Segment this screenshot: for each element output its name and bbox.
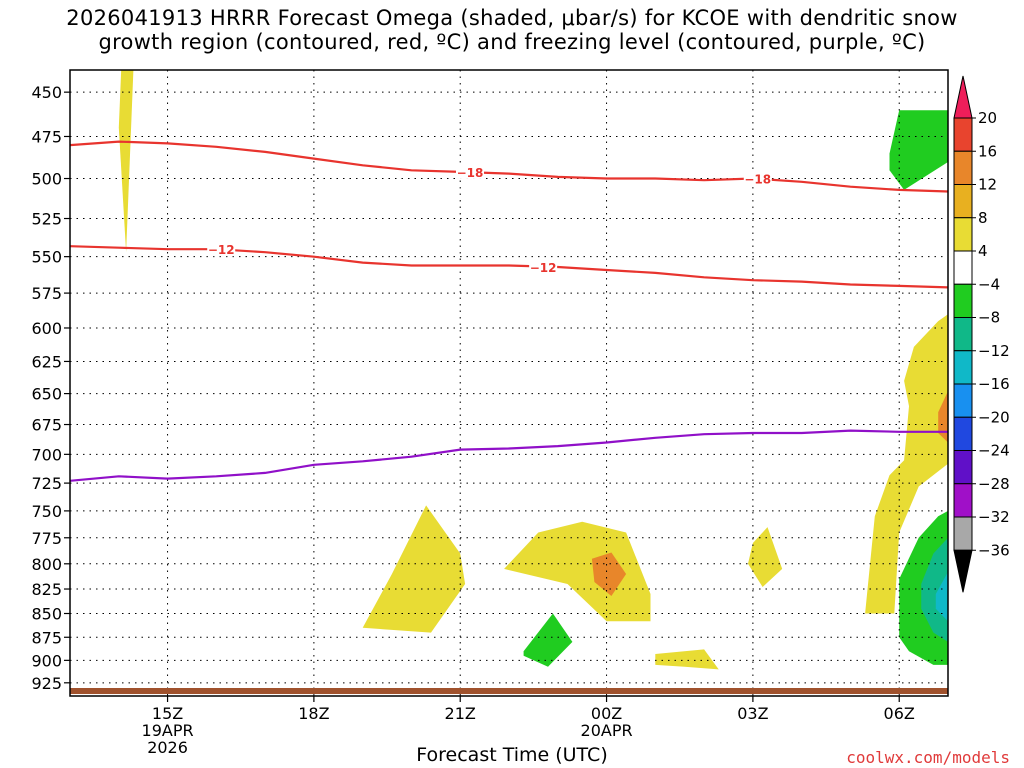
credit-link[interactable]: coolwx.com/models <box>846 748 1010 767</box>
x-axis-label: Forecast Time (UTC) <box>416 744 608 766</box>
colorbar-label: 16 <box>978 142 997 160</box>
colorbar-segment <box>953 184 973 219</box>
colorbar-segment <box>953 150 973 185</box>
omega-region <box>591 552 627 596</box>
omega-region <box>865 314 948 614</box>
colorbar-label: 4 <box>978 242 988 260</box>
omega-region <box>504 521 651 622</box>
y-axis: 450 475 500 525 550 575 600 625 650 675 700 725 750 7… <box>31 83 70 693</box>
y-tick-label: 800 <box>31 555 62 574</box>
colorbar-label: −24 <box>978 442 1010 460</box>
omega-region <box>889 110 948 190</box>
omega-shading <box>118 70 948 670</box>
y-tick-label: 700 <box>31 445 62 464</box>
contour-line <box>70 429 948 482</box>
omega-region <box>523 613 573 667</box>
y-tick-label: 550 <box>31 248 62 267</box>
colorbar-segment <box>953 117 973 152</box>
x-tick-label: 06Z <box>884 704 915 723</box>
colorbar-segment <box>953 416 973 451</box>
x-tick-year: 2026 <box>147 738 188 757</box>
colorbar-label: −20 <box>978 408 1010 426</box>
contour-label-bg <box>455 164 484 179</box>
colorbar-label: 12 <box>978 176 997 194</box>
colorbar-segment <box>953 250 973 285</box>
omega-region <box>935 572 948 622</box>
contour-line <box>70 140 948 193</box>
x-tick-label: 18Z <box>298 704 329 723</box>
y-tick-label: 525 <box>31 210 62 229</box>
y-tick-label: 625 <box>31 352 62 371</box>
colorbar-segment <box>953 283 973 318</box>
colorbar-segment <box>953 450 973 485</box>
chart-title: 2026041913 HRRR Forecast Omega (shaded, … <box>0 6 1024 54</box>
y-tick-label: 825 <box>31 580 62 599</box>
colorbar-arrow-top <box>953 75 973 119</box>
x-tick-label: 15Z <box>152 704 183 723</box>
colorbar-segment <box>953 317 973 352</box>
contour-label: −18 <box>457 166 484 180</box>
colorbar-label: 8 <box>978 209 988 227</box>
x-tick-label: 03Z <box>737 704 768 723</box>
colorbar-label: −32 <box>978 508 1010 526</box>
contour-label: −12 <box>208 243 235 257</box>
y-tick-label: 600 <box>31 319 62 338</box>
contour-line <box>70 245 948 289</box>
x-tick-date: 19APR <box>142 721 194 740</box>
colorbar-label: −8 <box>978 309 1000 327</box>
colorbar-segment <box>953 217 973 252</box>
y-tick-label: 500 <box>31 170 62 189</box>
colorbar-segment <box>953 383 973 418</box>
plot-frame <box>69 69 949 697</box>
y-tick-label: 675 <box>31 416 62 435</box>
y-tick-label: 450 <box>31 83 62 102</box>
y-tick-label: 575 <box>31 284 62 303</box>
colorbar-label: −12 <box>978 342 1010 360</box>
y-tick-label: 475 <box>31 127 62 146</box>
omega-region <box>118 70 134 253</box>
x-tick-date: 20APR <box>581 721 633 740</box>
y-tick-label: 875 <box>31 628 62 647</box>
contour-label-bg <box>207 242 236 257</box>
colorbar-segment <box>953 350 973 385</box>
omega-region <box>748 527 783 587</box>
title-line-2: growth region (contoured, red, ºC) and f… <box>98 30 926 54</box>
colorbar-label: −36 <box>978 541 1010 559</box>
contour-label: −18 <box>744 173 771 187</box>
title-line-1: 2026041913 HRRR Forecast Omega (shaded, … <box>66 6 958 30</box>
omega-region <box>362 505 466 633</box>
colorbar-segment <box>953 516 973 551</box>
gridlines <box>70 70 948 696</box>
colorbar-label: −16 <box>978 375 1010 393</box>
y-tick-label: 750 <box>31 502 62 521</box>
y-tick-label: 850 <box>31 604 62 623</box>
omega-region <box>655 649 719 670</box>
contours: −18 −18 −12 −12 <box>70 140 948 482</box>
y-tick-label: 650 <box>31 385 62 404</box>
ground-strip <box>70 688 948 694</box>
contour-label-bg <box>743 171 772 186</box>
y-tick-label: 925 <box>31 674 62 693</box>
x-tick-label: 00Z <box>591 704 622 723</box>
x-tick-label: 21Z <box>445 704 476 723</box>
contour-label: −12 <box>530 261 557 275</box>
colorbar-label: 20 <box>978 109 997 127</box>
colorbar-label: −28 <box>978 475 1010 493</box>
colorbar-segment <box>953 483 973 518</box>
y-tick-label: 900 <box>31 651 62 670</box>
colorbar: 20 16 12 8 4 −4 −8 −12 −16 −20 −24 −28 −32 −36 <box>953 75 1010 593</box>
colorbar-arrow-bottom <box>953 549 973 593</box>
omega-region <box>938 391 948 443</box>
y-tick-label: 725 <box>31 474 62 493</box>
y-tick-label: 775 <box>31 529 62 548</box>
colorbar-label: −4 <box>978 275 1000 293</box>
contour-label-bg <box>529 260 558 275</box>
